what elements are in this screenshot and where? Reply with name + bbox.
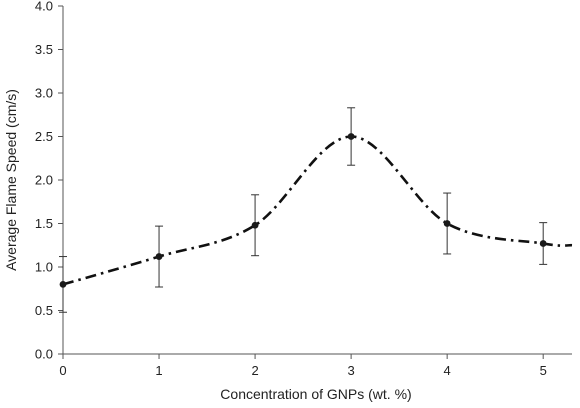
y-tick-label: 1.0 — [35, 260, 53, 275]
x-tick-label: 5 — [540, 363, 547, 378]
data-point — [539, 240, 547, 247]
x-tick-label: 4 — [444, 363, 451, 378]
error-bars — [59, 107, 548, 313]
data-point — [443, 220, 451, 227]
y-tick-label: 2.0 — [35, 173, 53, 188]
data-points — [59, 133, 547, 288]
tick-marks — [58, 5, 544, 359]
trend-line — [62, 135, 573, 286]
y-tick-label: 1.5 — [35, 216, 53, 231]
axes — [62, 6, 572, 355]
x-tick-label: 0 — [59, 363, 66, 378]
y-tick-label: 0.5 — [35, 303, 53, 318]
data-point — [155, 253, 163, 260]
y-tick-label: 0.0 — [35, 347, 53, 362]
tick-labels: 0.0 0.5 1.0 1.5 2.0 2.5 3.0 3.5 4.0 0 1 2 3 4 5 — [35, 0, 547, 378]
data-point — [347, 133, 355, 140]
y-tick-label: 4.0 — [35, 0, 53, 14]
trend-line-group — [62, 135, 573, 286]
x-tick-label: 2 — [251, 363, 258, 378]
x-tick-label: 3 — [347, 363, 354, 378]
y-tick-label: 2.5 — [35, 129, 53, 144]
y-tick-label: 3.5 — [35, 42, 53, 57]
y-tick-label: 3.0 — [35, 86, 53, 101]
y-axis-label: Average Flame Speed (cm/s) — [3, 89, 19, 271]
x-axis-label: Concentration of GNPs (wt. %) — [220, 386, 411, 402]
data-point — [59, 281, 67, 288]
x-tick-label: 1 — [155, 363, 162, 378]
data-point — [251, 221, 259, 229]
